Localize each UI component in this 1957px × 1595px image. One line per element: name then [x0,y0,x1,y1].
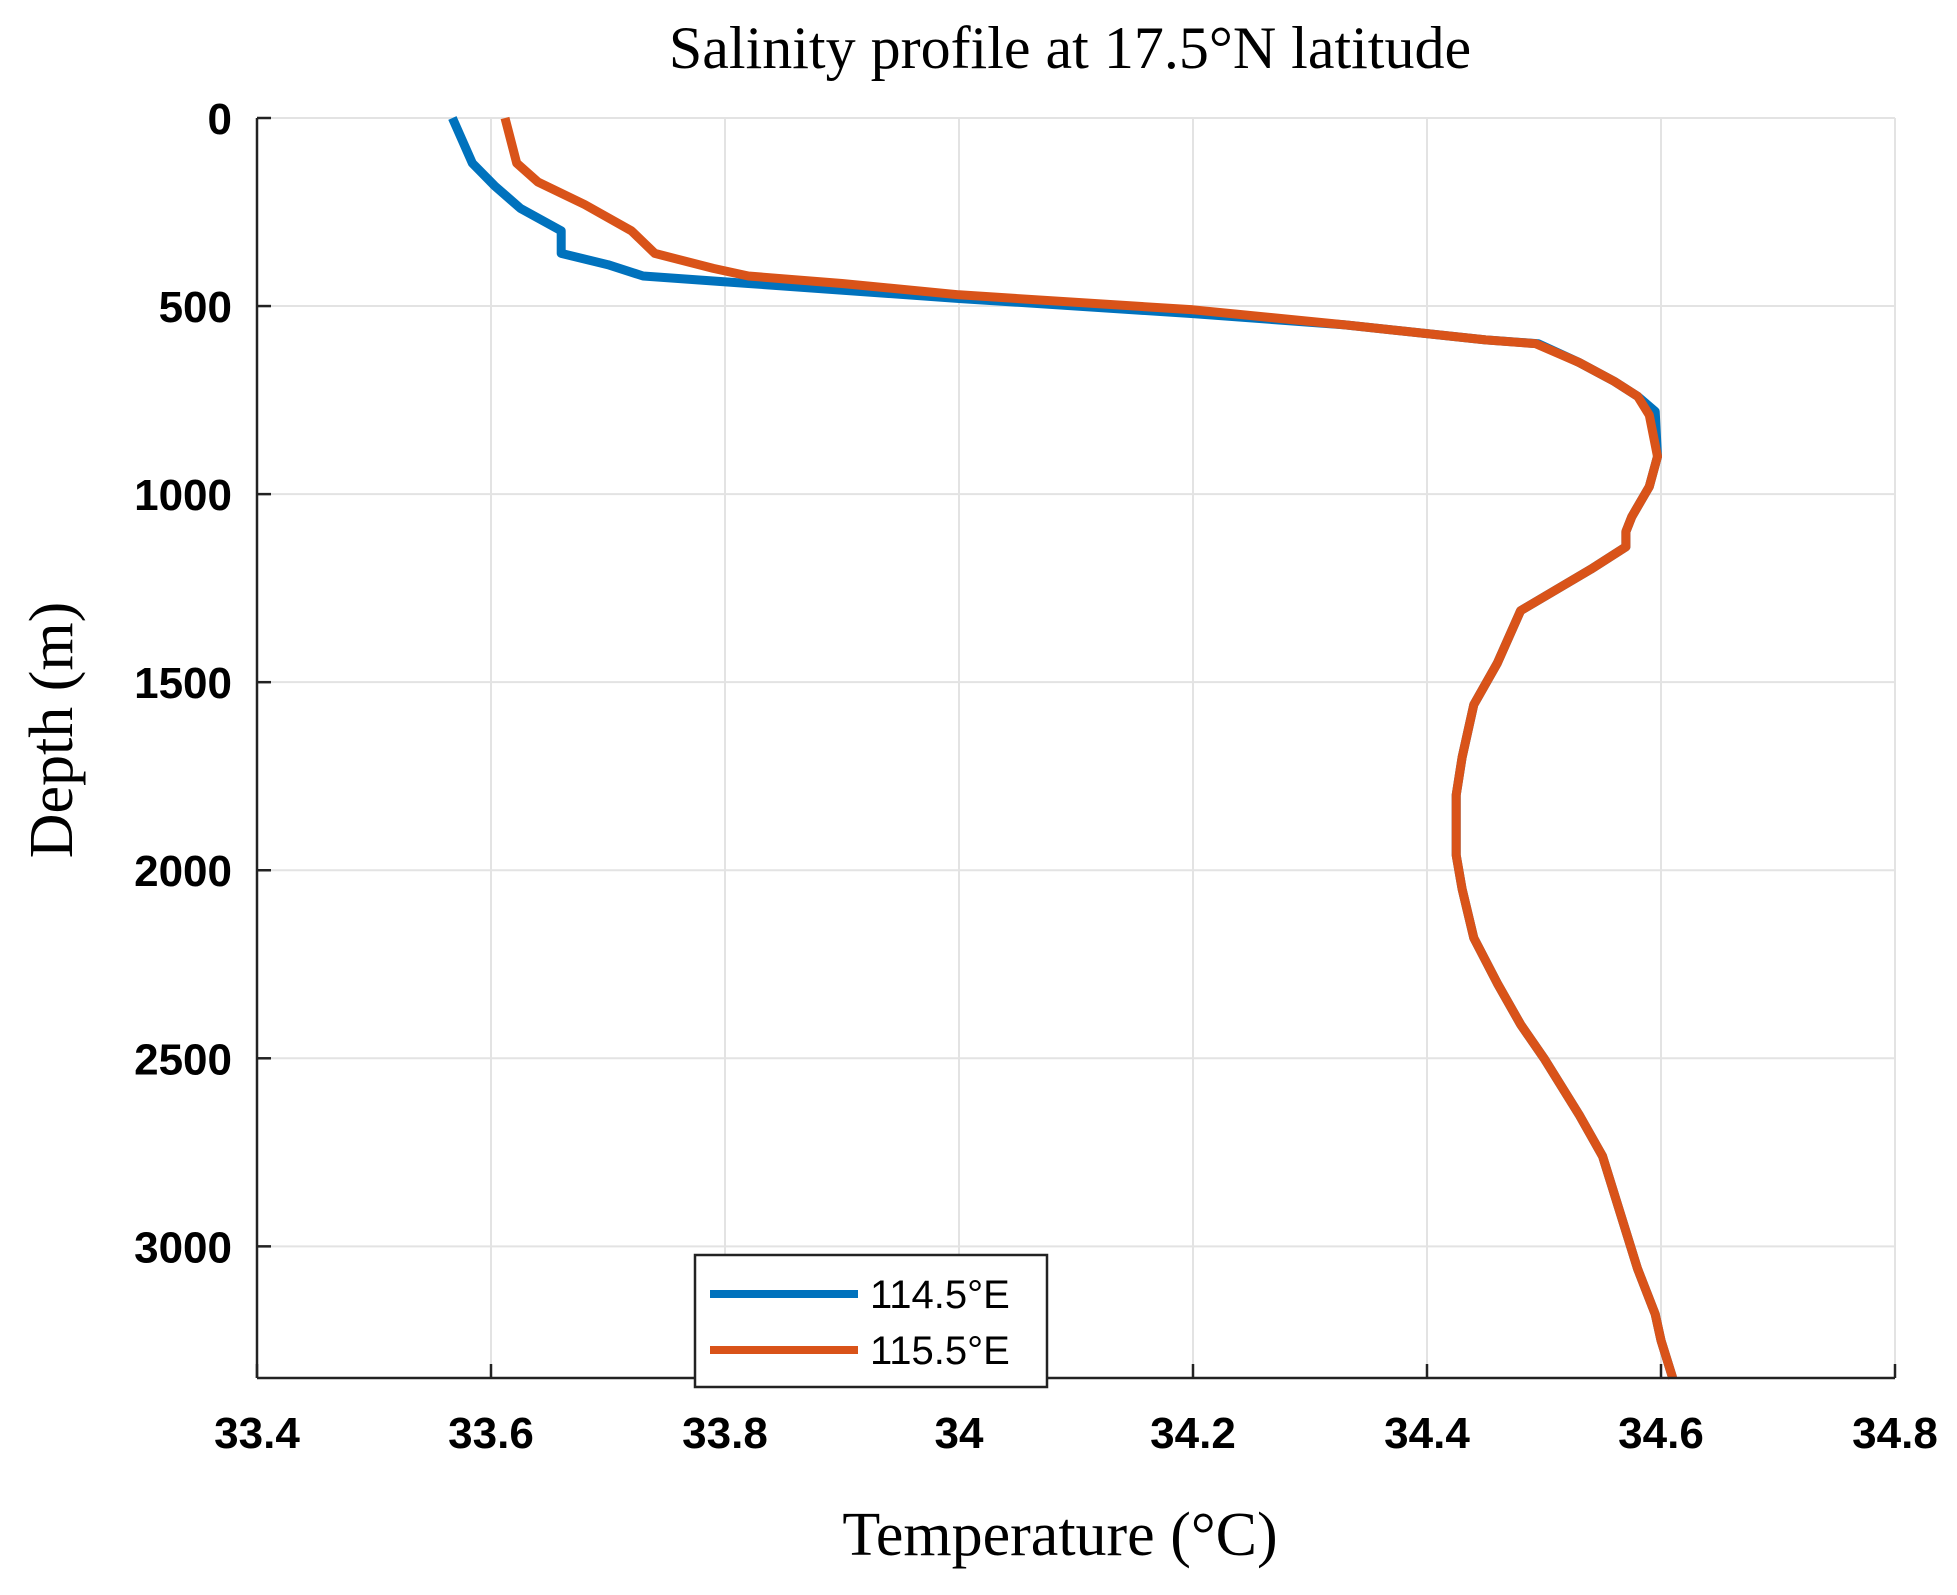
legend-label-115-5e: 115.5°E [870,1329,1010,1373]
series-line-115-5-e [500,116,1677,1380]
y-tick-label: 2000 [134,847,232,896]
x-axis-label: Temperature (°C) [842,1501,1277,1569]
y-axis-label: Depth (m) [18,602,86,859]
y-tick-label: 1500 [134,659,232,708]
y-tick-label: 1000 [134,471,232,520]
y-tick-label: 500 [159,283,232,332]
y-tick-label: 3000 [134,1223,232,1272]
x-tick-label: 33.8 [682,1409,768,1458]
x-tick-label: 34.4 [1384,1409,1470,1458]
x-tick-label: 34.6 [1618,1409,1704,1458]
x-tick-label: 34.8 [1852,1409,1938,1458]
series-lines [448,116,1677,1380]
legend-box [693,1253,1049,1389]
x-tick-label: 33.4 [214,1409,300,1458]
grid-lines [256,117,1896,1378]
legend-label-114-5e: 114.5°E [870,1273,1010,1317]
y-tick-label: 2500 [134,1035,232,1084]
chart-title: Salinity profile at 17.5°N latitude [669,15,1471,81]
legend: 114.5°E 115.5°E [693,1253,1049,1389]
y-tick-label: 0 [208,95,232,144]
x-tick-labels: 33.4 33.6 33.8 34 34.2 34.4 34.6 34.8 [214,1409,1938,1458]
x-tick-label: 34.2 [1150,1409,1236,1458]
y-tick-labels: 0 500 1000 1500 2000 2500 3000 [134,95,232,1272]
x-tick-label: 34 [935,1409,984,1458]
x-tick-label: 33.6 [448,1409,534,1458]
